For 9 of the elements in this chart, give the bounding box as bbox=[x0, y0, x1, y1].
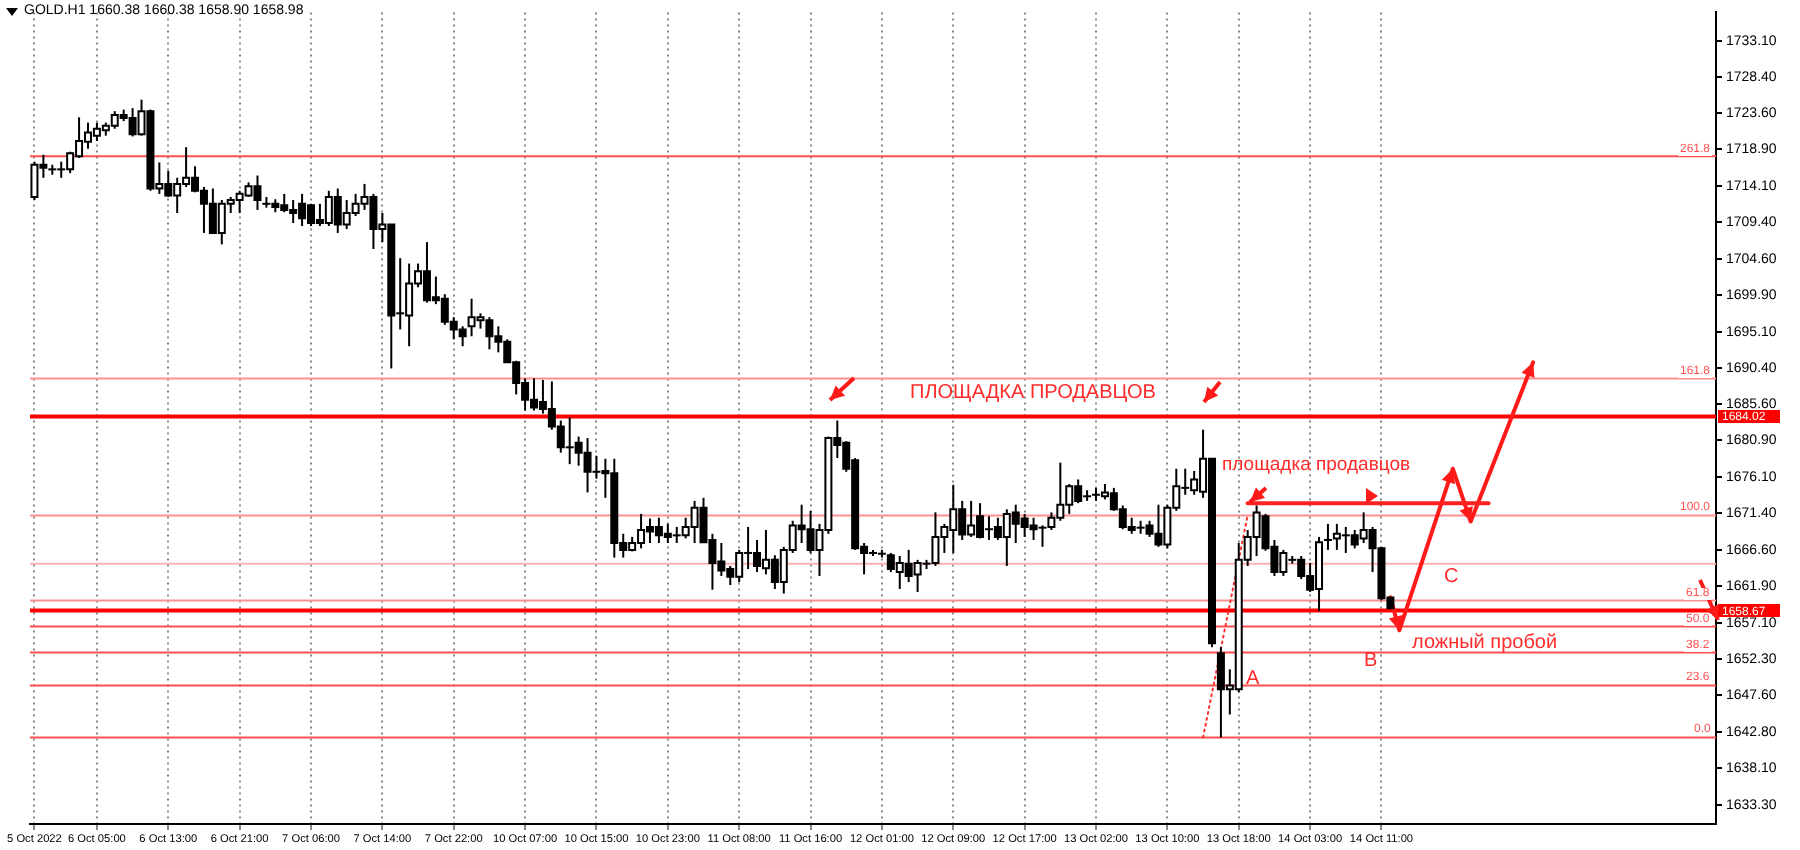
candlestick bbox=[1323, 522, 1332, 551]
annotation: ложный пробой bbox=[1412, 632, 1558, 654]
candlestick bbox=[1038, 524, 1047, 548]
annotation: площадка продавцов bbox=[1222, 454, 1411, 476]
annotation: B bbox=[1364, 650, 1378, 672]
annotation: C bbox=[1444, 566, 1459, 588]
annotation: ПЛОЩАДКА ПРОДАВЦОВ bbox=[910, 382, 1156, 404]
annotation: A bbox=[1246, 668, 1260, 690]
candlestick bbox=[592, 454, 601, 480]
